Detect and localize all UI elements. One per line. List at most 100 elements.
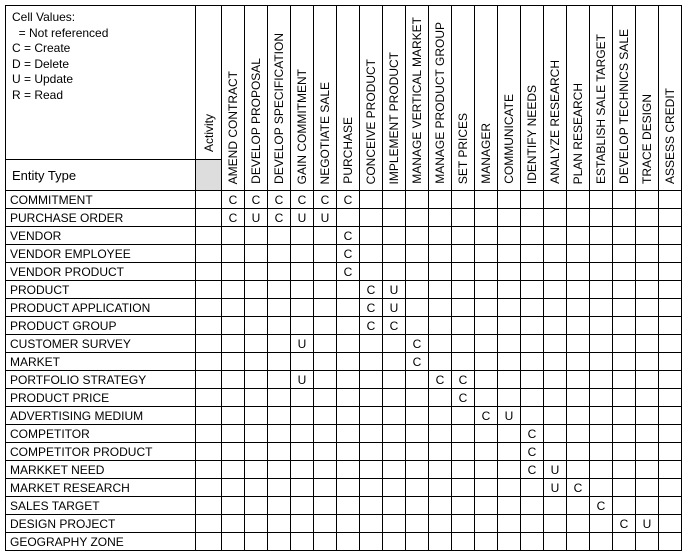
axis-corner-cell: [196, 160, 222, 191]
data-cell: [406, 389, 429, 407]
data-cell: [544, 299, 567, 317]
data-cell: [245, 371, 268, 389]
data-cell: C: [521, 443, 544, 461]
data-cell: [544, 335, 567, 353]
data-cell: [475, 461, 498, 479]
data-cell: [314, 515, 337, 533]
data-cell: [567, 443, 590, 461]
data-cell: [475, 335, 498, 353]
data-cell: [337, 443, 360, 461]
data-cell: [636, 263, 659, 281]
legend-cell: Cell Values: = Not referencedC = CreateD…: [6, 6, 196, 160]
data-cell: [314, 353, 337, 371]
table-row: VENDOR PRODUCTC: [6, 263, 682, 281]
row-spacer-cell: [196, 407, 222, 425]
data-cell: [291, 263, 314, 281]
data-cell: [659, 335, 682, 353]
data-cell: [590, 335, 613, 353]
row-label: MARKET RESEARCH: [6, 479, 196, 497]
data-cell: [406, 281, 429, 299]
data-cell: [383, 245, 406, 263]
data-cell: [291, 353, 314, 371]
data-cell: [659, 533, 682, 551]
data-cell: [659, 479, 682, 497]
data-cell: [521, 353, 544, 371]
data-cell: [544, 281, 567, 299]
column-header: AMEND CONTRACT: [222, 6, 245, 191]
column-header-text: IMPLEMENT PRODUCT: [387, 52, 401, 184]
data-cell: [475, 245, 498, 263]
data-cell: [567, 281, 590, 299]
data-cell: [567, 389, 590, 407]
data-cell: [636, 443, 659, 461]
data-cell: [406, 209, 429, 227]
data-cell: C: [314, 191, 337, 209]
data-cell: [613, 371, 636, 389]
row-label: DESIGN PROJECT: [6, 515, 196, 533]
data-cell: [291, 443, 314, 461]
column-header: COMMUNICATE: [498, 6, 521, 191]
data-cell: [544, 389, 567, 407]
data-cell: [222, 443, 245, 461]
data-cell: [567, 515, 590, 533]
data-cell: [360, 533, 383, 551]
data-cell: U: [291, 335, 314, 353]
data-cell: [613, 209, 636, 227]
column-header-text: IDENTIFY NEEDS: [525, 85, 539, 184]
data-cell: [406, 227, 429, 245]
data-cell: [544, 353, 567, 371]
data-cell: [314, 479, 337, 497]
data-cell: [498, 335, 521, 353]
data-cell: [314, 371, 337, 389]
data-cell: [406, 461, 429, 479]
data-cell: [659, 425, 682, 443]
data-cell: [360, 497, 383, 515]
data-cell: C: [406, 353, 429, 371]
table-row: GEOGRAPHY ZONE: [6, 533, 682, 551]
data-cell: U: [383, 281, 406, 299]
row-label: PRODUCT APPLICATION: [6, 299, 196, 317]
data-cell: [590, 389, 613, 407]
row-label: PURCHASE ORDER: [6, 209, 196, 227]
table-row: PURCHASE ORDERCUCUU: [6, 209, 682, 227]
data-cell: [291, 299, 314, 317]
table-row: PRODUCT GROUPCC: [6, 317, 682, 335]
column-header-text: TRACE DESIGN: [640, 94, 654, 184]
data-cell: [222, 389, 245, 407]
data-cell: [452, 515, 475, 533]
data-cell: [452, 533, 475, 551]
data-cell: [337, 407, 360, 425]
data-cell: [222, 533, 245, 551]
data-cell: [222, 335, 245, 353]
column-header-text: CONCEIVE PRODUCT: [364, 59, 378, 184]
data-cell: [636, 209, 659, 227]
data-cell: [613, 461, 636, 479]
data-cell: [613, 245, 636, 263]
data-cell: [521, 389, 544, 407]
data-cell: [406, 263, 429, 281]
table-row: PRODUCT APPLICATIONCU: [6, 299, 682, 317]
data-cell: [429, 263, 452, 281]
row-label: MARKKET NEED: [6, 461, 196, 479]
data-cell: [475, 353, 498, 371]
data-cell: [383, 263, 406, 281]
data-cell: [659, 443, 682, 461]
data-cell: [245, 263, 268, 281]
data-cell: [498, 191, 521, 209]
data-cell: [245, 335, 268, 353]
data-cell: [314, 407, 337, 425]
data-cell: [429, 335, 452, 353]
data-cell: [383, 515, 406, 533]
data-cell: [659, 497, 682, 515]
column-header: DEVELOP TECHNICS SALE: [613, 6, 636, 191]
data-cell: [314, 443, 337, 461]
row-spacer-cell: [196, 461, 222, 479]
data-cell: [360, 443, 383, 461]
data-cell: [245, 299, 268, 317]
data-cell: [636, 281, 659, 299]
column-header-text: ASSESS CREDIT: [663, 88, 677, 184]
data-cell: [337, 335, 360, 353]
data-cell: [222, 371, 245, 389]
data-cell: [613, 425, 636, 443]
data-cell: [452, 317, 475, 335]
